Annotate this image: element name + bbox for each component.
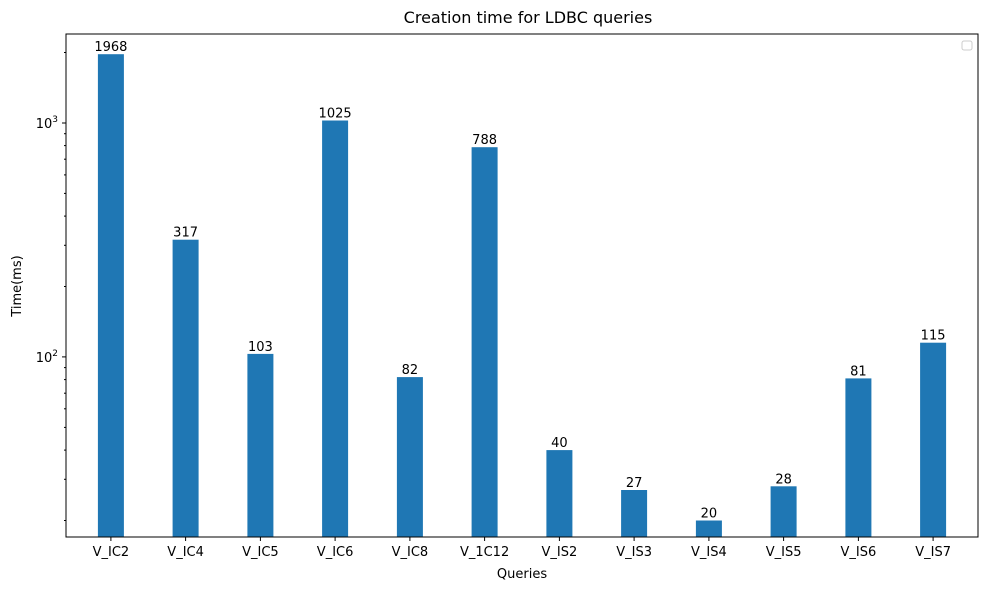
- y-axis-label: Time(ms): [10, 255, 25, 317]
- y-tick-exponent: 2: [52, 349, 58, 359]
- data-label: 788: [472, 133, 497, 148]
- bar-v-ic6: [322, 120, 349, 537]
- y-tick-base: 10: [36, 117, 53, 132]
- bar-v-is6: [845, 378, 872, 537]
- chart-title: Creation time for LDBC queries: [404, 8, 653, 27]
- x-tick-label: V_IC2: [93, 545, 130, 560]
- bar-v-1c12: [471, 147, 498, 537]
- x-tick-label: V_IS7: [915, 545, 951, 560]
- data-labels-group: 1968 317 103 1025 82 788 40 27 20 28 81 115: [94, 40, 945, 521]
- bars-group: [97, 54, 947, 537]
- bar-v-is3: [621, 490, 648, 537]
- data-label: 28: [775, 472, 792, 487]
- x-axis-label: Queries: [497, 567, 547, 582]
- x-tick-label: V_IS2: [542, 545, 578, 560]
- x-tick-label: V_IS4: [691, 545, 727, 560]
- x-tick-label: V_IS3: [616, 545, 652, 560]
- y-tick-exponent: 3: [52, 115, 58, 125]
- bar-v-ic2: [97, 54, 124, 537]
- bar-v-is2: [546, 450, 573, 537]
- legend-box: [961, 40, 973, 51]
- x-tick-label: V_IC4: [167, 545, 204, 560]
- bar-v-ic5: [247, 353, 274, 537]
- x-tick-label: V_IS6: [841, 545, 877, 560]
- bar-v-is5: [770, 486, 797, 537]
- plot-frame: [65, 33, 979, 538]
- y-tick-label: 102: [36, 349, 58, 366]
- data-label: 1968: [94, 40, 127, 55]
- data-label: 82: [402, 363, 419, 378]
- x-tick-label: V_IC6: [317, 545, 354, 560]
- data-label: 317: [173, 226, 198, 241]
- data-label: 20: [701, 507, 718, 522]
- data-label: 115: [921, 329, 946, 344]
- x-tick-label: V_1C12: [460, 545, 509, 560]
- bar-v-is7: [920, 342, 947, 537]
- x-tick-label: V_IC5: [242, 545, 279, 560]
- data-label: 103: [248, 340, 273, 355]
- x-tick-label: V_IS5: [766, 545, 802, 560]
- y-tick-label: 103: [36, 115, 58, 132]
- data-label: 27: [626, 476, 643, 491]
- data-label: 81: [850, 364, 867, 379]
- data-label: 40: [551, 436, 568, 451]
- bar-v-ic8: [396, 377, 423, 537]
- x-tick-label: V_IC8: [392, 545, 429, 560]
- y-tick-base: 10: [36, 351, 53, 366]
- bar-v-is4: [695, 520, 722, 537]
- data-label: 1025: [319, 107, 352, 122]
- x-axis: V_IC2 V_IC4 V_IC5 V_IC6 V_IC8 V_1C12 V_IS2 V_IS…: [93, 537, 951, 560]
- bar-v-ic4: [172, 239, 199, 537]
